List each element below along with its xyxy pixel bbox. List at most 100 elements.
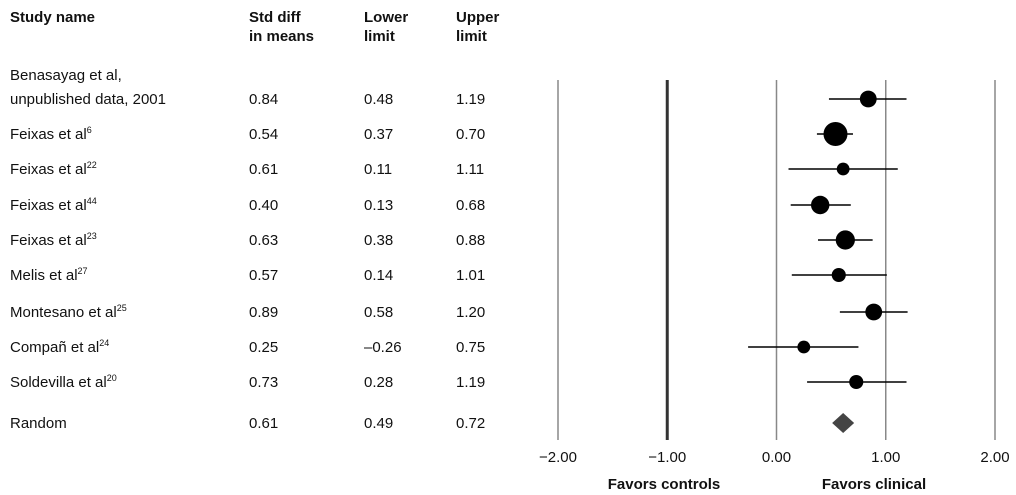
header-std-diff: Std diff in means [249, 8, 314, 46]
study-name-text: Compañ et al [10, 339, 100, 356]
lower-limit-value: 0.37 [364, 125, 393, 144]
header-std-diff-line1: Std diff [249, 9, 301, 26]
upper-limit-value-text: 1.19 [456, 374, 486, 391]
header-upper-line2: limit [456, 28, 487, 45]
std-diff-value-text: 0.84 [249, 91, 279, 108]
lower-limit-value: 0.13 [364, 196, 393, 215]
study-name-reference: 22 [86, 160, 97, 170]
lower-limit-value-text: 0.38 [364, 232, 394, 249]
upper-limit-value: 0.88 [456, 231, 485, 250]
study-name: Feixas et al22 [10, 160, 97, 179]
std-diff-value: 0.54 [249, 125, 278, 144]
point-estimate [859, 90, 877, 108]
header-study-name: Study name [10, 9, 96, 26]
study-name: Soldevilla et al20 [10, 373, 117, 392]
upper-limit-value: 1.19 [456, 373, 485, 392]
lower-limit-value: 0.14 [364, 266, 393, 285]
upper-limit-value: 0.70 [456, 125, 485, 144]
std-diff-value: 0.25 [249, 338, 278, 357]
point-estimate [865, 303, 883, 321]
std-diff-value-text: 0.40 [249, 197, 279, 214]
study-name-text: Montesano et al [10, 304, 117, 321]
lower-limit-value-text: 0.48 [364, 91, 394, 108]
point-estimate [811, 195, 830, 215]
favors-clinical-label: Favors clinical [822, 476, 926, 493]
upper-limit-value: 0.75 [456, 338, 485, 357]
header-lower-line2: limit [364, 28, 395, 45]
upper-limit-value: 1.20 [456, 303, 485, 322]
summary-name: Random [10, 414, 67, 433]
point-estimate [849, 374, 864, 390]
lower-limit-value-text: –0.26 [364, 339, 402, 356]
study-name: Feixas et al44 [10, 196, 97, 215]
std-diff-value-text: 0.54 [249, 126, 279, 143]
lower-limit-value-text: 0.13 [364, 197, 394, 214]
upper-limit-value-text: 1.11 [456, 161, 485, 178]
summary-diamond [832, 413, 855, 433]
study-name-reference: 20 [106, 373, 117, 383]
study-name-cont: unpublished data, 2001 [10, 90, 166, 109]
study-name-cont-text: unpublished data, 2001 [10, 91, 166, 108]
lower-limit-value: 0.28 [364, 373, 393, 392]
lower-limit-value: 0.58 [364, 303, 393, 322]
header-upper-limit: Upper limit [456, 8, 499, 46]
study-name-reference: 44 [86, 196, 97, 206]
header-lower-limit: Lower limit [364, 8, 408, 46]
upper-limit-value-text: 1.01 [456, 267, 486, 284]
lower-limit-value: 0.48 [364, 90, 393, 109]
point-estimate [835, 230, 855, 250]
upper-limit-value-text: 0.88 [456, 232, 486, 249]
study-name-text: Melis et al [10, 267, 78, 284]
lower-limit-value: –0.26 [364, 338, 402, 357]
upper-limit-value-text: 0.75 [456, 339, 486, 356]
summary-lower-limit: 0.49 [364, 414, 393, 433]
std-diff-value: 0.40 [249, 196, 278, 215]
summary-upper-limit-text: 0.72 [456, 415, 486, 432]
std-diff-value-text: 0.61 [249, 161, 279, 178]
study-name: Feixas et al23 [10, 231, 97, 250]
study-name-text: Feixas et al [10, 126, 87, 143]
favors-controls-label: Favors controls [608, 476, 721, 493]
header-upper-line1: Upper [456, 9, 500, 26]
study-name: Benasayag et al, [10, 66, 122, 85]
study-name-reference: 24 [99, 338, 110, 348]
std-diff-value-text: 0.25 [249, 339, 279, 356]
std-diff-value: 0.73 [249, 373, 278, 392]
point-estimate [797, 340, 811, 354]
x-tick-label: −2.00 [539, 449, 577, 466]
x-tick-label: 1.00 [871, 449, 900, 466]
point-estimate [831, 267, 846, 283]
study-name: Montesano et al25 [10, 303, 127, 322]
summary-lower-limit-text: 0.49 [364, 415, 394, 432]
std-diff-value-text: 0.73 [249, 374, 279, 391]
header-std-diff-line2: in means [249, 28, 315, 45]
x-tick-label: 0.00 [762, 449, 791, 466]
study-name: Compañ et al24 [10, 338, 109, 357]
lower-limit-value-text: 0.28 [364, 374, 394, 391]
study-name-reference: 27 [77, 266, 88, 276]
lower-limit-value-text: 0.11 [364, 161, 393, 178]
std-diff-value-text: 0.57 [249, 267, 279, 284]
study-name-text: Soldevilla et al [10, 374, 107, 391]
x-tick-label: −1.00 [648, 449, 686, 466]
x-tick-label: 2.00 [980, 449, 1009, 466]
summary-upper-limit: 0.72 [456, 414, 485, 433]
study-name-text: Benasayag et al, [10, 67, 122, 84]
upper-limit-value-text: 0.68 [456, 197, 486, 214]
lower-limit-value-text: 0.37 [364, 126, 394, 143]
std-diff-value: 0.89 [249, 303, 278, 322]
lower-limit-value-text: 0.14 [364, 267, 394, 284]
upper-limit-value-text: 0.70 [456, 126, 486, 143]
study-name-text: Feixas et al [10, 232, 87, 249]
lower-limit-value: 0.38 [364, 231, 393, 250]
std-diff-value: 0.61 [249, 160, 278, 179]
point-estimate [823, 122, 848, 146]
upper-limit-value: 1.19 [456, 90, 485, 109]
std-diff-value-text: 0.89 [249, 304, 279, 321]
study-name-text: Feixas et al [10, 161, 87, 178]
upper-limit-value: 1.11 [456, 160, 484, 179]
study-name-text: Feixas et al [10, 197, 87, 214]
summary-name-text: Random [10, 415, 67, 432]
std-diff-value: 0.57 [249, 266, 278, 285]
